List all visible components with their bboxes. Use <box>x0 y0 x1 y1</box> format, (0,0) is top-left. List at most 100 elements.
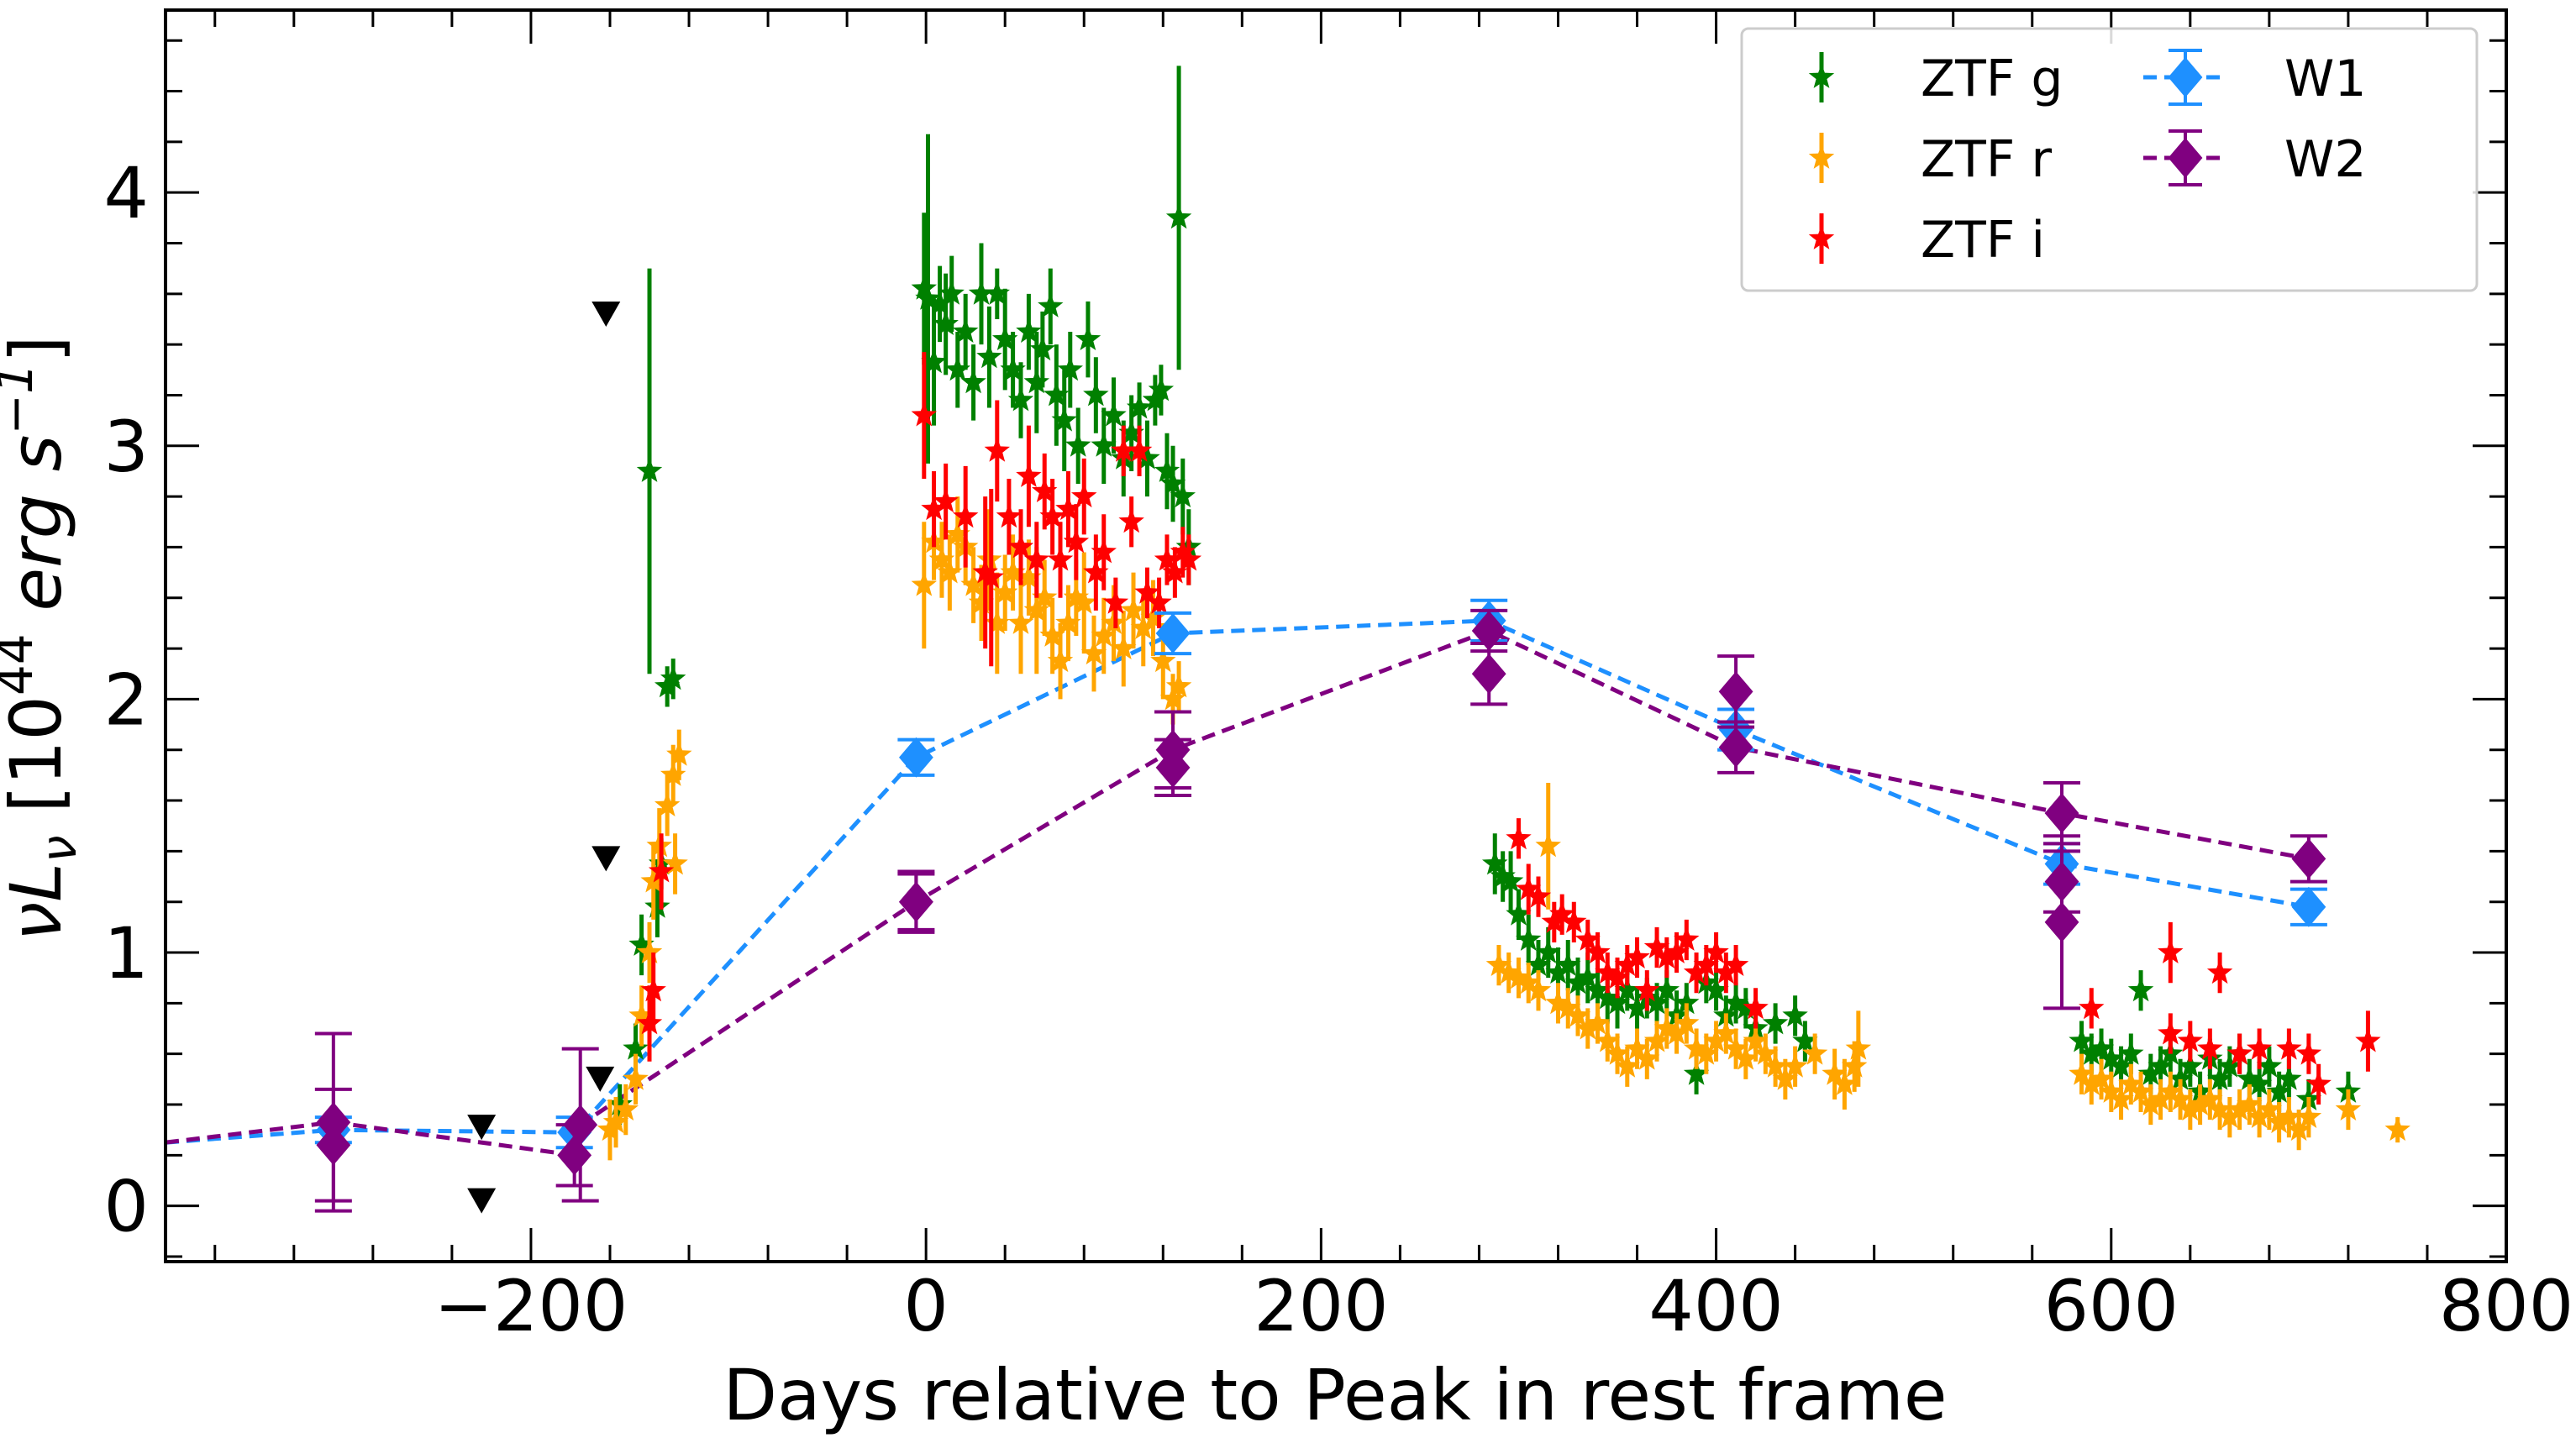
point-w2 <box>1718 727 1753 768</box>
point-ztf-g <box>1023 369 1049 394</box>
point-ztf-i <box>2355 1027 2381 1052</box>
legend-marker-ztf-i <box>1808 225 1835 249</box>
y-axis-title-unit: erg s <box>0 435 77 634</box>
point-w2 <box>316 1125 351 1166</box>
point-ztf-i <box>1063 528 1090 554</box>
x-tick-label: 600 <box>2044 1265 2179 1347</box>
point-w2 <box>1155 747 1191 788</box>
point-ztf-g <box>2098 1045 2124 1070</box>
upper-limit-marker <box>467 1188 497 1214</box>
point-ztf-g <box>1165 204 1192 229</box>
point-ztf-g <box>2237 1065 2263 1090</box>
point-ztf-i <box>1595 959 1621 984</box>
point-ztf-r <box>1150 648 1176 673</box>
point-ztf-r <box>1772 1065 1799 1090</box>
point-ztf-r <box>628 1002 655 1027</box>
point-ztf-r <box>1485 952 1512 976</box>
point-ztf-i <box>1624 944 1650 968</box>
point-ztf-g <box>1038 292 1064 318</box>
point-ztf-r <box>1801 1040 1828 1065</box>
point-ztf-r <box>1674 1010 1700 1035</box>
legend-label-ztf-r: ZTF r <box>1921 130 2052 189</box>
point-ztf-g <box>1545 959 1571 984</box>
point-ztf-i <box>1614 952 1640 976</box>
point-ztf-r <box>2148 1086 2174 1110</box>
point-w2 <box>1471 610 1506 651</box>
point-ztf-g <box>1624 995 1650 1020</box>
point-ztf-r <box>2118 1070 2144 1095</box>
point-ztf-g <box>660 665 686 690</box>
upper-limit-marker <box>586 1066 615 1092</box>
point-ztf-r <box>2137 1091 2163 1115</box>
y-axis-title-exponent: 44 <box>0 633 44 695</box>
point-ztf-r <box>1063 584 1090 609</box>
legend-label-w2: W2 <box>2284 130 2367 189</box>
point-ztf-i <box>1713 959 1739 984</box>
point-ztf-r <box>937 559 963 584</box>
point-ztf-g <box>623 1035 649 1060</box>
point-ztf-r <box>2197 1086 2223 1110</box>
point-ztf-r <box>1111 635 1137 659</box>
point-ztf-g <box>992 326 1018 350</box>
point-ztf-r <box>1762 1052 1789 1078</box>
point-ztf-g <box>911 275 937 300</box>
legend-label-ztf-i: ZTF i <box>1921 211 2045 270</box>
x-axis-title: Days relative to Peak in rest frame <box>723 1354 1947 1436</box>
x-tick-label: −200 <box>434 1265 628 1347</box>
point-ztf-i <box>1071 483 1097 508</box>
series-line-w2 <box>166 628 2310 1158</box>
point-ztf-g <box>933 311 959 335</box>
point-ztf-i <box>1653 944 1680 968</box>
point-ztf-r <box>660 761 686 786</box>
point-ztf-r <box>2295 1104 2322 1128</box>
point-ztf-r <box>1516 969 1542 995</box>
point-ztf-r <box>1845 1035 1872 1060</box>
point-ztf-g <box>1575 964 1601 989</box>
point-ztf-g <box>1490 863 1516 888</box>
point-ztf-r <box>1091 622 1117 647</box>
axes: −200 0 200 400 600 800 0 1 2 3 4 <box>104 8 2573 1347</box>
point-ztf-i <box>1170 538 1196 564</box>
point-ztf-r <box>1643 1027 1670 1052</box>
point-ztf-i <box>2226 1040 2253 1065</box>
point-ztf-r <box>960 571 986 596</box>
point-ztf-i <box>921 496 947 521</box>
point-ztf-i <box>996 503 1023 528</box>
point-ztf-g <box>938 280 965 305</box>
point-ztf-g <box>1091 432 1117 457</box>
legend-box <box>1740 27 2479 292</box>
point-ztf-r <box>602 1109 629 1134</box>
point-ztf-r <box>1722 1035 1749 1060</box>
point-ztf-g <box>2079 1040 2105 1065</box>
point-ztf-g <box>1643 989 1670 1015</box>
point-ztf-i <box>1634 977 1660 1002</box>
point-ztf-g <box>1170 483 1196 508</box>
point-ztf-i <box>1674 926 1700 951</box>
point-ztf-i <box>2246 1035 2273 1060</box>
point-ztf-i <box>1047 546 1074 571</box>
point-w2 <box>1718 671 1753 712</box>
point-ztf-g <box>1029 336 1056 361</box>
point-ztf-i <box>636 1010 663 1035</box>
point-ztf-g <box>1516 926 1542 951</box>
point-ztf-r <box>1525 977 1552 1002</box>
point-ztf-g <box>1782 1002 1808 1027</box>
point-ztf-g <box>915 285 941 310</box>
point-ztf-r <box>1506 964 1532 989</box>
point-ztf-r <box>1703 1027 1729 1052</box>
point-ztf-r <box>1496 959 1522 984</box>
point-ztf-i <box>2206 959 2233 984</box>
point-ztf-g <box>1653 977 1680 1002</box>
point-ztf-i <box>2197 1035 2223 1060</box>
point-ztf-r <box>2127 1078 2154 1103</box>
upper-limit-marker <box>591 846 621 872</box>
point-ztf-g <box>1057 356 1083 381</box>
y-axis-title-symbol: νL <box>0 863 77 942</box>
point-ztf-g <box>1722 989 1749 1015</box>
point-ztf-g <box>2069 1027 2095 1052</box>
point-ztf-i <box>648 858 675 883</box>
point-ztf-g <box>2266 1078 2292 1103</box>
y-tick-label: 3 <box>104 406 149 488</box>
point-ztf-g <box>2148 1052 2174 1078</box>
point-ztf-r <box>1120 596 1147 622</box>
